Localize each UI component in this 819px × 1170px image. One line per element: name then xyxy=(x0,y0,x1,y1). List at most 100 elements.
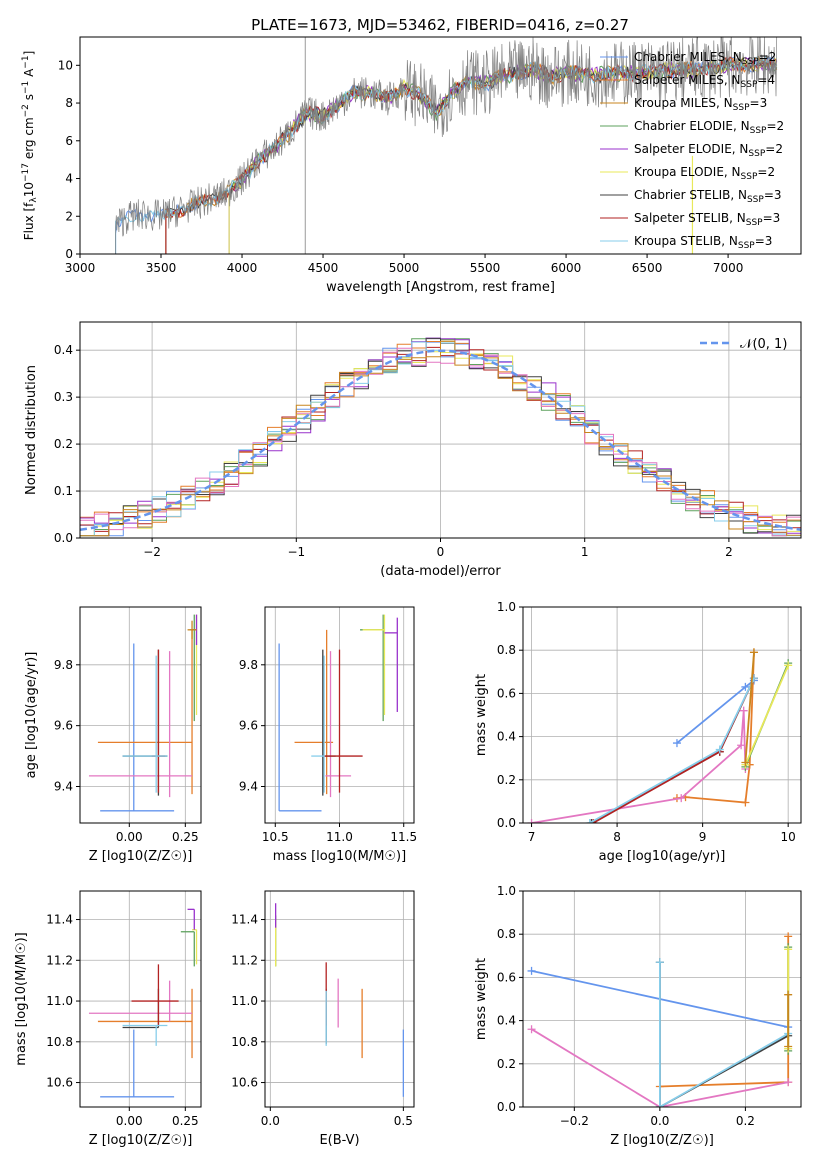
y-tick-label: 1.0 xyxy=(497,600,516,614)
x-tick-label: 0.25 xyxy=(172,1114,199,1128)
errorbar-mark xyxy=(100,643,175,812)
x-tick-label: 0.00 xyxy=(116,1114,143,1128)
legend-label: 𝒩(0, 1) xyxy=(740,337,787,352)
x-tick-label: 0.5 xyxy=(394,1114,413,1128)
weight-point-marker xyxy=(585,819,594,823)
y-tick-label: 0 xyxy=(65,247,73,261)
axes-frame xyxy=(79,606,202,824)
axes-age-massweight: 7 8 9 10 0.0 0.2 0.4 0.6 0.8 1.0 age [log10(age/yr… xyxy=(474,600,802,864)
y-axis-label: age [log10(age/yr)] xyxy=(24,652,39,779)
plot-area xyxy=(80,607,201,823)
plot-content xyxy=(115,37,778,254)
grid xyxy=(80,607,201,823)
y-tick-label: 0.0 xyxy=(497,1100,516,1114)
plot-content xyxy=(278,614,398,812)
x-axis-label: Z [log10(Z/Z☉)] xyxy=(89,849,193,864)
y-tick-label: 1.0 xyxy=(497,884,516,898)
y-tick-label: 0.4 xyxy=(497,730,516,744)
weight-point-marker xyxy=(527,966,536,975)
plot-content xyxy=(88,614,198,812)
y-tick-label: 0.3 xyxy=(54,390,73,404)
legend-label: Salpeter MILES, NSSP=4 xyxy=(634,73,775,90)
axes-z-age: 0.00 0.25 9.4 9.6 9.8 Z [log10(Z/Z☉)] age [log… xyxy=(24,606,202,864)
y-tick-label: 0.0 xyxy=(54,531,73,545)
weight-point-marker xyxy=(672,739,681,748)
weight-point-marker xyxy=(741,758,750,767)
errorbar-mark xyxy=(278,643,322,812)
plot-content xyxy=(527,932,793,1107)
weight-point-marker xyxy=(749,648,758,657)
y-tick-label: 0.0 xyxy=(497,816,516,830)
y-tick-label: 10.8 xyxy=(46,1035,73,1049)
x-tick-label: 2 xyxy=(725,545,733,559)
y-axis-label: Flux [fλ10−17 erg cm−2 s−1 A−1] xyxy=(21,51,39,241)
weight-point-marker xyxy=(677,794,686,803)
legend-label: Chabrier STELIB, NSSP=3 xyxy=(634,188,782,205)
y-tick-label: 0.2 xyxy=(497,773,516,787)
axes-frame xyxy=(522,606,802,824)
y-tick-label: 0.6 xyxy=(497,970,516,984)
y-tick-label: 0.2 xyxy=(497,1057,516,1071)
weight-point-marker xyxy=(527,819,536,823)
y-tick-label: 9.4 xyxy=(239,779,258,793)
y-tick-label: 11.2 xyxy=(46,953,73,967)
errorbar-mark xyxy=(362,614,386,715)
x-tick-label: −1 xyxy=(287,545,305,559)
errorbar-mark xyxy=(324,649,363,793)
errorbar-mark xyxy=(97,629,193,795)
legend: 𝒩(0, 1) xyxy=(700,337,787,352)
weight-series-line xyxy=(744,652,755,763)
axes-z-mass: 0.00 0.25 10.6 10.8 11.0 11.2 11.4 Z [log10(Z/Z… xyxy=(14,890,202,1148)
x-tick-label: 4000 xyxy=(227,261,258,275)
weight-series-line xyxy=(659,962,789,1107)
axes-mass-age: 10.5 11.0 11.5 9.4 9.6 9.8 mass [log10(M/M☉)] xyxy=(239,606,417,864)
y-tick-label: 0.6 xyxy=(497,686,516,700)
y-tick-label: 11.0 xyxy=(231,994,258,1008)
axes-spectrum: Chabrier MILES, NSSP=2 Salpeter MILES, NS… xyxy=(21,36,802,295)
weight-point-marker xyxy=(784,990,793,999)
axes-z-massweight: −0.2 0.0 0.2 0.0 0.2 0.4 0.6 0.8 1.0 Z [log10(Z/Z… xyxy=(474,884,802,1148)
weight-point-marker xyxy=(784,1042,793,1051)
weight-point-marker xyxy=(737,741,746,750)
errorbar-mark xyxy=(187,620,197,639)
y-tick-label: 10.8 xyxy=(231,1035,258,1049)
errorbar-mark xyxy=(325,651,352,798)
x-tick-label: −2 xyxy=(143,545,161,559)
x-axis-label: age [log10(age/yr)] xyxy=(599,849,726,864)
y-tick-label: 11.4 xyxy=(46,913,73,927)
y-tick-label: 0.4 xyxy=(54,343,73,357)
plot-content xyxy=(274,903,405,1097)
y-tick-label: 11.0 xyxy=(46,994,73,1008)
x-tick-label: 3000 xyxy=(65,261,96,275)
observed-spectrum-line xyxy=(115,37,778,254)
weight-point-marker xyxy=(527,1025,536,1034)
y-tick-label: 4 xyxy=(65,172,73,186)
weight-series-line xyxy=(744,664,790,766)
weight-point-marker xyxy=(784,1078,793,1087)
weight-point-marker xyxy=(715,745,724,754)
errorbar-mark xyxy=(187,908,195,930)
x-tick-label: 10.5 xyxy=(262,830,289,844)
plot-content xyxy=(88,908,198,1098)
grid xyxy=(80,891,201,1107)
x-tick-label: 0.00 xyxy=(116,830,143,844)
y-axis-label: mass weight xyxy=(474,958,489,1040)
x-tick-label: 0.2 xyxy=(736,1114,755,1128)
errorbar-mark xyxy=(122,1024,168,1046)
x-axis-label: (data-model)/error xyxy=(380,564,501,579)
y-tick-label: 9.6 xyxy=(239,719,258,733)
x-tick-label: 0.25 xyxy=(172,830,199,844)
x-tick-label: 0.0 xyxy=(261,1114,280,1128)
legend-label: Kroupa STELIB, NSSP=3 xyxy=(634,234,772,251)
y-tick-label: 6 xyxy=(65,134,73,148)
legend-label: Salpeter ELODIE, NSSP=2 xyxy=(634,142,783,159)
y-tick-label: 9.4 xyxy=(54,779,73,793)
axes-frame xyxy=(79,890,202,1108)
x-tick-label: 11.5 xyxy=(390,830,417,844)
y-tick-label: 10.6 xyxy=(46,1076,73,1090)
y-tick-label: 9.8 xyxy=(239,658,258,672)
x-tick-label: 5500 xyxy=(470,261,501,275)
x-tick-label: 0 xyxy=(437,545,445,559)
y-tick-label: 11.4 xyxy=(231,913,258,927)
